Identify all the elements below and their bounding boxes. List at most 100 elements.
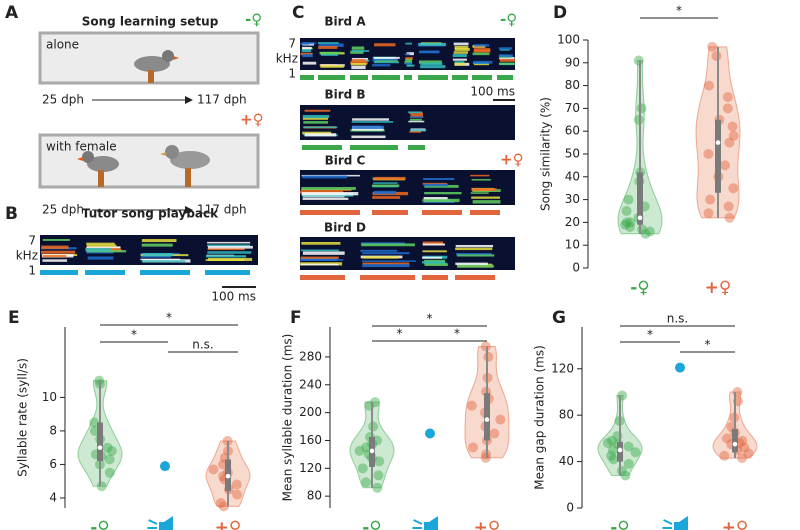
spectrogram-streak	[351, 59, 366, 63]
syllable-bar	[360, 275, 415, 280]
data-point	[606, 450, 617, 461]
data-point	[602, 438, 613, 449]
median	[97, 445, 103, 450]
spectrogram-streak	[320, 53, 338, 56]
data-point	[606, 435, 617, 446]
spectrogram-streak	[422, 241, 444, 245]
category-label: -♀	[362, 518, 382, 530]
spectrogram-streak	[472, 200, 501, 204]
median	[225, 473, 231, 479]
data-point	[372, 482, 383, 493]
condition-label: alone	[46, 38, 79, 52]
spectrogram-streak	[471, 179, 491, 181]
bird-icon	[77, 151, 119, 187]
spectrogram-streak	[410, 113, 424, 118]
arrow-head	[185, 96, 193, 104]
y-tick-label: 8	[49, 423, 57, 437]
spectrogram-streak	[300, 257, 338, 261]
scale-label: 100 ms	[470, 85, 515, 99]
spectrogram-streak	[141, 243, 173, 247]
box	[732, 429, 738, 453]
category-label: +♀	[474, 518, 501, 530]
significance-label: *	[397, 327, 403, 341]
spectrogram-streak	[374, 176, 406, 180]
spectrogram-streak	[302, 197, 349, 200]
spectrogram-streak	[454, 62, 466, 66]
y-tick-label: 30	[565, 192, 580, 206]
spectrogram-streak	[473, 49, 491, 53]
category-label: -♀	[630, 278, 650, 298]
badge: +♀	[240, 111, 264, 129]
arrow-head	[185, 206, 193, 214]
spectrogram-streak	[422, 243, 445, 246]
bird-title: Bird A	[324, 15, 366, 29]
spectrogram-streak	[40, 250, 76, 254]
age-end: 117 dph	[197, 93, 247, 107]
freq-label: 1	[288, 67, 296, 81]
spectrogram-streak	[374, 58, 398, 61]
data-point	[483, 351, 494, 362]
spectrogram-streak	[302, 114, 330, 119]
spectrogram-streak	[420, 62, 443, 65]
spectrogram-streak	[454, 48, 470, 51]
data-point	[232, 489, 243, 500]
syllable-bar	[372, 210, 408, 215]
significance-label: *	[676, 4, 682, 18]
data-point	[104, 454, 115, 465]
spectrogram-streak	[351, 121, 394, 123]
spectrogram-streak	[42, 259, 68, 262]
y-tick-label: 10	[42, 390, 57, 404]
y-tick-label: 240	[299, 377, 322, 391]
data-point	[623, 441, 634, 452]
age-start: 25 dph	[42, 203, 84, 217]
data-point	[373, 470, 384, 481]
data-point	[636, 103, 647, 114]
spectrogram-streak	[418, 42, 446, 46]
spectrogram-streak	[473, 62, 490, 66]
spectrogram-streak	[499, 58, 515, 62]
syllable-bar	[418, 75, 448, 80]
scale-label: 100 ms	[211, 290, 256, 304]
spectrogram-streak	[406, 52, 414, 56]
spectrogram-streak	[361, 260, 416, 262]
syllable-bar	[140, 270, 190, 275]
spectrogram-streak	[42, 239, 70, 241]
syllable-bar	[470, 210, 500, 215]
spectrogram-streak	[205, 259, 245, 261]
tutor-point	[675, 362, 685, 373]
y-axis-title: Song similarity (%)	[539, 97, 553, 211]
spectrogram-streak	[471, 196, 501, 199]
data-point	[703, 149, 714, 159]
data-point	[737, 453, 748, 464]
spectrogram-streak	[140, 255, 172, 258]
speaker	[159, 516, 173, 530]
box	[715, 119, 721, 193]
data-point	[623, 458, 634, 469]
y-tick-label: 160	[299, 433, 322, 447]
significance-label: *	[647, 328, 653, 342]
data-point	[617, 390, 628, 401]
y-tick-label: 0	[572, 261, 580, 275]
data-point	[707, 41, 718, 52]
category-label: +♀	[215, 518, 242, 530]
data-point	[215, 497, 226, 508]
significance-label: n.s.	[192, 338, 214, 352]
spectrogram-streak	[405, 42, 412, 45]
panel-title: Tutor song playback	[82, 207, 219, 221]
spectrogram-streak	[452, 53, 467, 58]
data-point	[361, 477, 372, 488]
spectrogram-streak	[86, 244, 117, 247]
spectrogram-streak	[423, 197, 448, 200]
data-point	[106, 446, 117, 457]
data-point	[719, 450, 730, 461]
spectrogram-streak	[424, 259, 446, 263]
spectrogram-streak	[499, 48, 510, 51]
spectrogram-streak	[301, 49, 312, 53]
data-point	[711, 50, 722, 61]
spectrogram-streak	[86, 242, 115, 245]
data-point	[630, 447, 641, 458]
spectrogram-streak	[304, 133, 337, 137]
spectrogram-streak	[453, 42, 469, 46]
spectrogram-streak	[473, 44, 490, 47]
